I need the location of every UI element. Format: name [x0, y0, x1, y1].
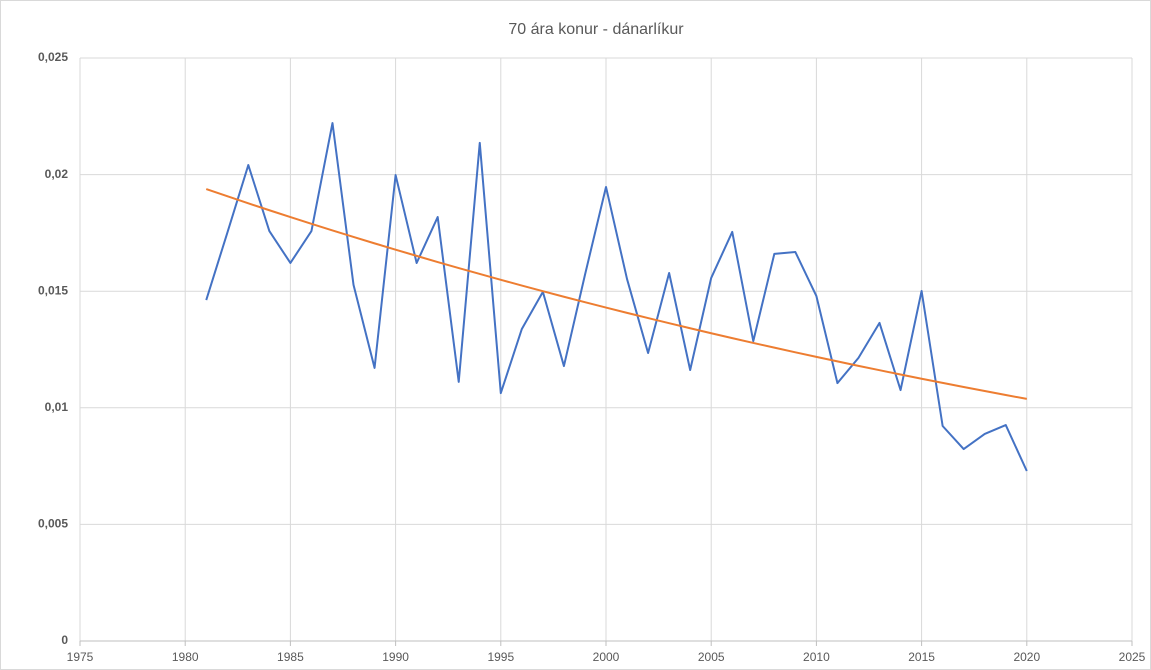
x-tick-label: 2010: [803, 650, 830, 664]
x-tick-label: 1995: [487, 650, 514, 664]
y-tick-label: 0: [61, 633, 68, 647]
x-tick-label: 2005: [698, 650, 725, 664]
x-tick-label: 2025: [1119, 650, 1146, 664]
series-line: [205, 188, 1027, 400]
y-tick-label: 0,01: [45, 400, 69, 414]
chart-title: 70 ára konur - dánarlíkur: [508, 21, 684, 38]
x-tick-label: 2000: [593, 650, 620, 664]
series-line: [205, 122, 1028, 472]
x-tick-label: 2015: [908, 650, 935, 664]
y-tick-label: 0,025: [38, 50, 68, 64]
x-tick-label: 2020: [1013, 650, 1040, 664]
x-tick-label: 1990: [382, 650, 409, 664]
y-tick-label: 0,02: [45, 167, 69, 181]
x-tick-label: 1980: [172, 650, 199, 664]
y-tick-label: 0,015: [38, 283, 68, 297]
x-tick-label: 1975: [67, 650, 94, 664]
y-tick-label: 0,005: [38, 517, 68, 531]
x-tick-label: 1985: [277, 650, 304, 664]
